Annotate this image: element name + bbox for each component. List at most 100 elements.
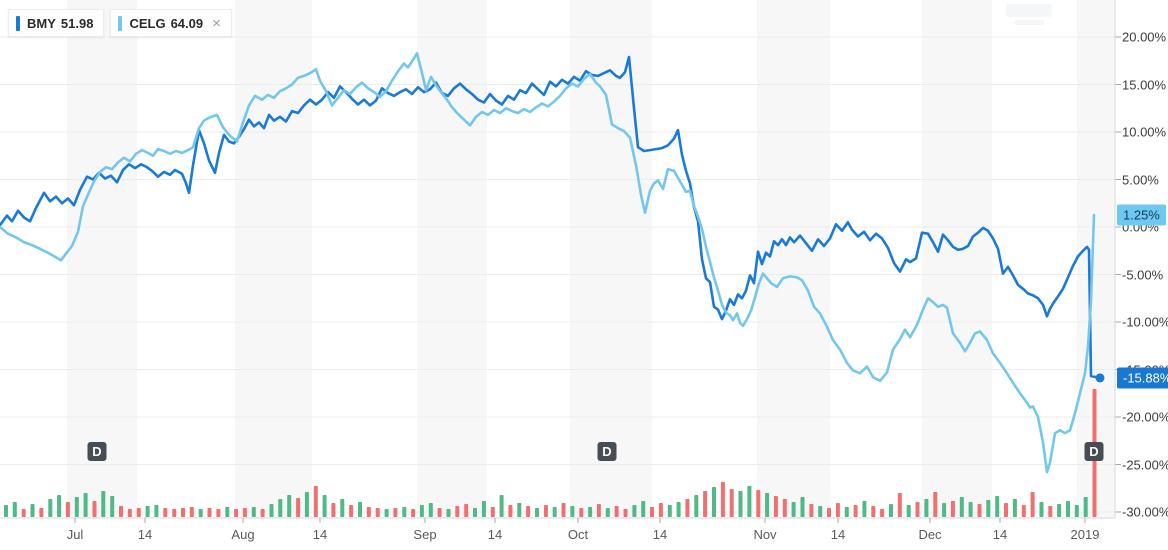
volume-bar (1048, 506, 1053, 517)
volume-bar (358, 502, 362, 517)
volume-bar (508, 505, 513, 517)
x-axis-label: Sep (413, 527, 437, 542)
bmy-last-price-dot (1095, 373, 1105, 383)
watermark (1002, 4, 1056, 30)
y-axis-label: -30.00% (1122, 504, 1168, 520)
volume-bar (552, 507, 557, 517)
volume-bar (393, 508, 398, 517)
volume-bar (1021, 505, 1026, 517)
volume-bar (968, 502, 973, 517)
dividend-event-marker[interactable]: D (1084, 442, 1104, 461)
dividend-event-marker[interactable]: D (87, 442, 107, 461)
celg-symbol: CELG (129, 15, 166, 31)
y-axis-label: 15.00% (1122, 77, 1167, 92)
volume-bar (154, 505, 159, 517)
volume-bar (296, 498, 301, 517)
volume-bar (83, 493, 88, 517)
volume-bar (773, 496, 778, 517)
remove-comparison-icon[interactable]: × (212, 14, 221, 32)
volume-bar (1004, 503, 1008, 517)
volume-bar (738, 491, 743, 517)
volume-bar (676, 502, 681, 517)
volume-bar (623, 509, 628, 517)
last-price-badge: -15.88% (1117, 367, 1168, 389)
x-axis-label: Dec (918, 527, 942, 542)
volume-bar (605, 508, 610, 517)
volume-bar (313, 486, 318, 517)
volume-bar (862, 501, 867, 517)
month-shade-band (67, 0, 137, 518)
volume-bar (189, 507, 194, 517)
volume-bar (172, 509, 177, 517)
volume-bar (464, 504, 469, 517)
volume-bar (667, 505, 672, 517)
volume-bar (535, 508, 539, 517)
volume-bar (959, 497, 964, 517)
volume-bar (747, 486, 752, 517)
volume-bar (791, 502, 796, 517)
volume-bar (915, 502, 920, 517)
volume-bar (835, 503, 840, 517)
volume-bar (455, 506, 460, 517)
volume-bar (499, 495, 504, 517)
volume-bar (198, 509, 203, 517)
volume-bar (658, 503, 663, 517)
volume-bar (853, 505, 858, 517)
volume-bar (322, 495, 327, 517)
volume-bar (844, 507, 849, 517)
volume-bar (906, 505, 911, 517)
legend-chip-bmy[interactable]: BMY 51.98 (8, 9, 105, 37)
volume-bar (588, 507, 593, 517)
y-axis-label: -10.00% (1122, 314, 1168, 330)
volume-bar (207, 508, 212, 517)
volume-bar (818, 506, 823, 517)
volume-bar (933, 492, 938, 517)
dividend-event-marker[interactable]: D (597, 442, 617, 461)
bmy-symbol: BMY (27, 15, 56, 31)
volume-bar (340, 499, 345, 517)
month-shade-band (570, 0, 652, 518)
volume-bar (827, 508, 831, 517)
volume-bar (517, 503, 522, 517)
volume-bar (809, 504, 814, 517)
volume-bar (216, 509, 221, 517)
bmy-price: 51.98 (60, 15, 94, 31)
volume-bar (428, 503, 433, 517)
month-shade-band (417, 0, 487, 518)
volume-bar (1083, 497, 1088, 517)
volume-bar (65, 502, 70, 517)
volume-bar (446, 509, 451, 517)
y-axis-label: 20.00% (1122, 29, 1167, 45)
volume-bar (384, 509, 389, 517)
volume-bar (74, 497, 79, 517)
volume-bar (419, 505, 424, 517)
volume-bar (411, 509, 416, 517)
volume-bar (110, 496, 115, 517)
y-axis-label: -20.00% (1122, 409, 1168, 425)
volume-bar (304, 492, 309, 517)
volume-bar (720, 482, 725, 517)
x-axis-label: Nov (753, 527, 777, 542)
volume-bar (225, 507, 230, 517)
volume-bar (950, 501, 955, 517)
legend-chip-celg[interactable]: CELG 64.09 × (110, 9, 232, 37)
volume-bar (977, 504, 982, 517)
volume-bar (481, 501, 486, 517)
volume-bar (4, 505, 8, 517)
x-axis-label: Jul (66, 527, 84, 542)
volume-bar (782, 499, 787, 517)
volume-bar (765, 493, 770, 517)
x-axis-label: 14 (652, 527, 668, 542)
volume-bar (1074, 505, 1079, 517)
month-shade-band (922, 0, 992, 518)
volume-bar (712, 487, 716, 517)
y-axis-label: 5.00% (1122, 172, 1159, 187)
volume-bar (800, 497, 805, 517)
volume-bar (596, 504, 601, 517)
volume-bar (889, 504, 893, 517)
celg-price: 64.09 (170, 15, 204, 31)
x-axis-label: 14 (830, 527, 846, 542)
volume-bar (1039, 502, 1044, 517)
